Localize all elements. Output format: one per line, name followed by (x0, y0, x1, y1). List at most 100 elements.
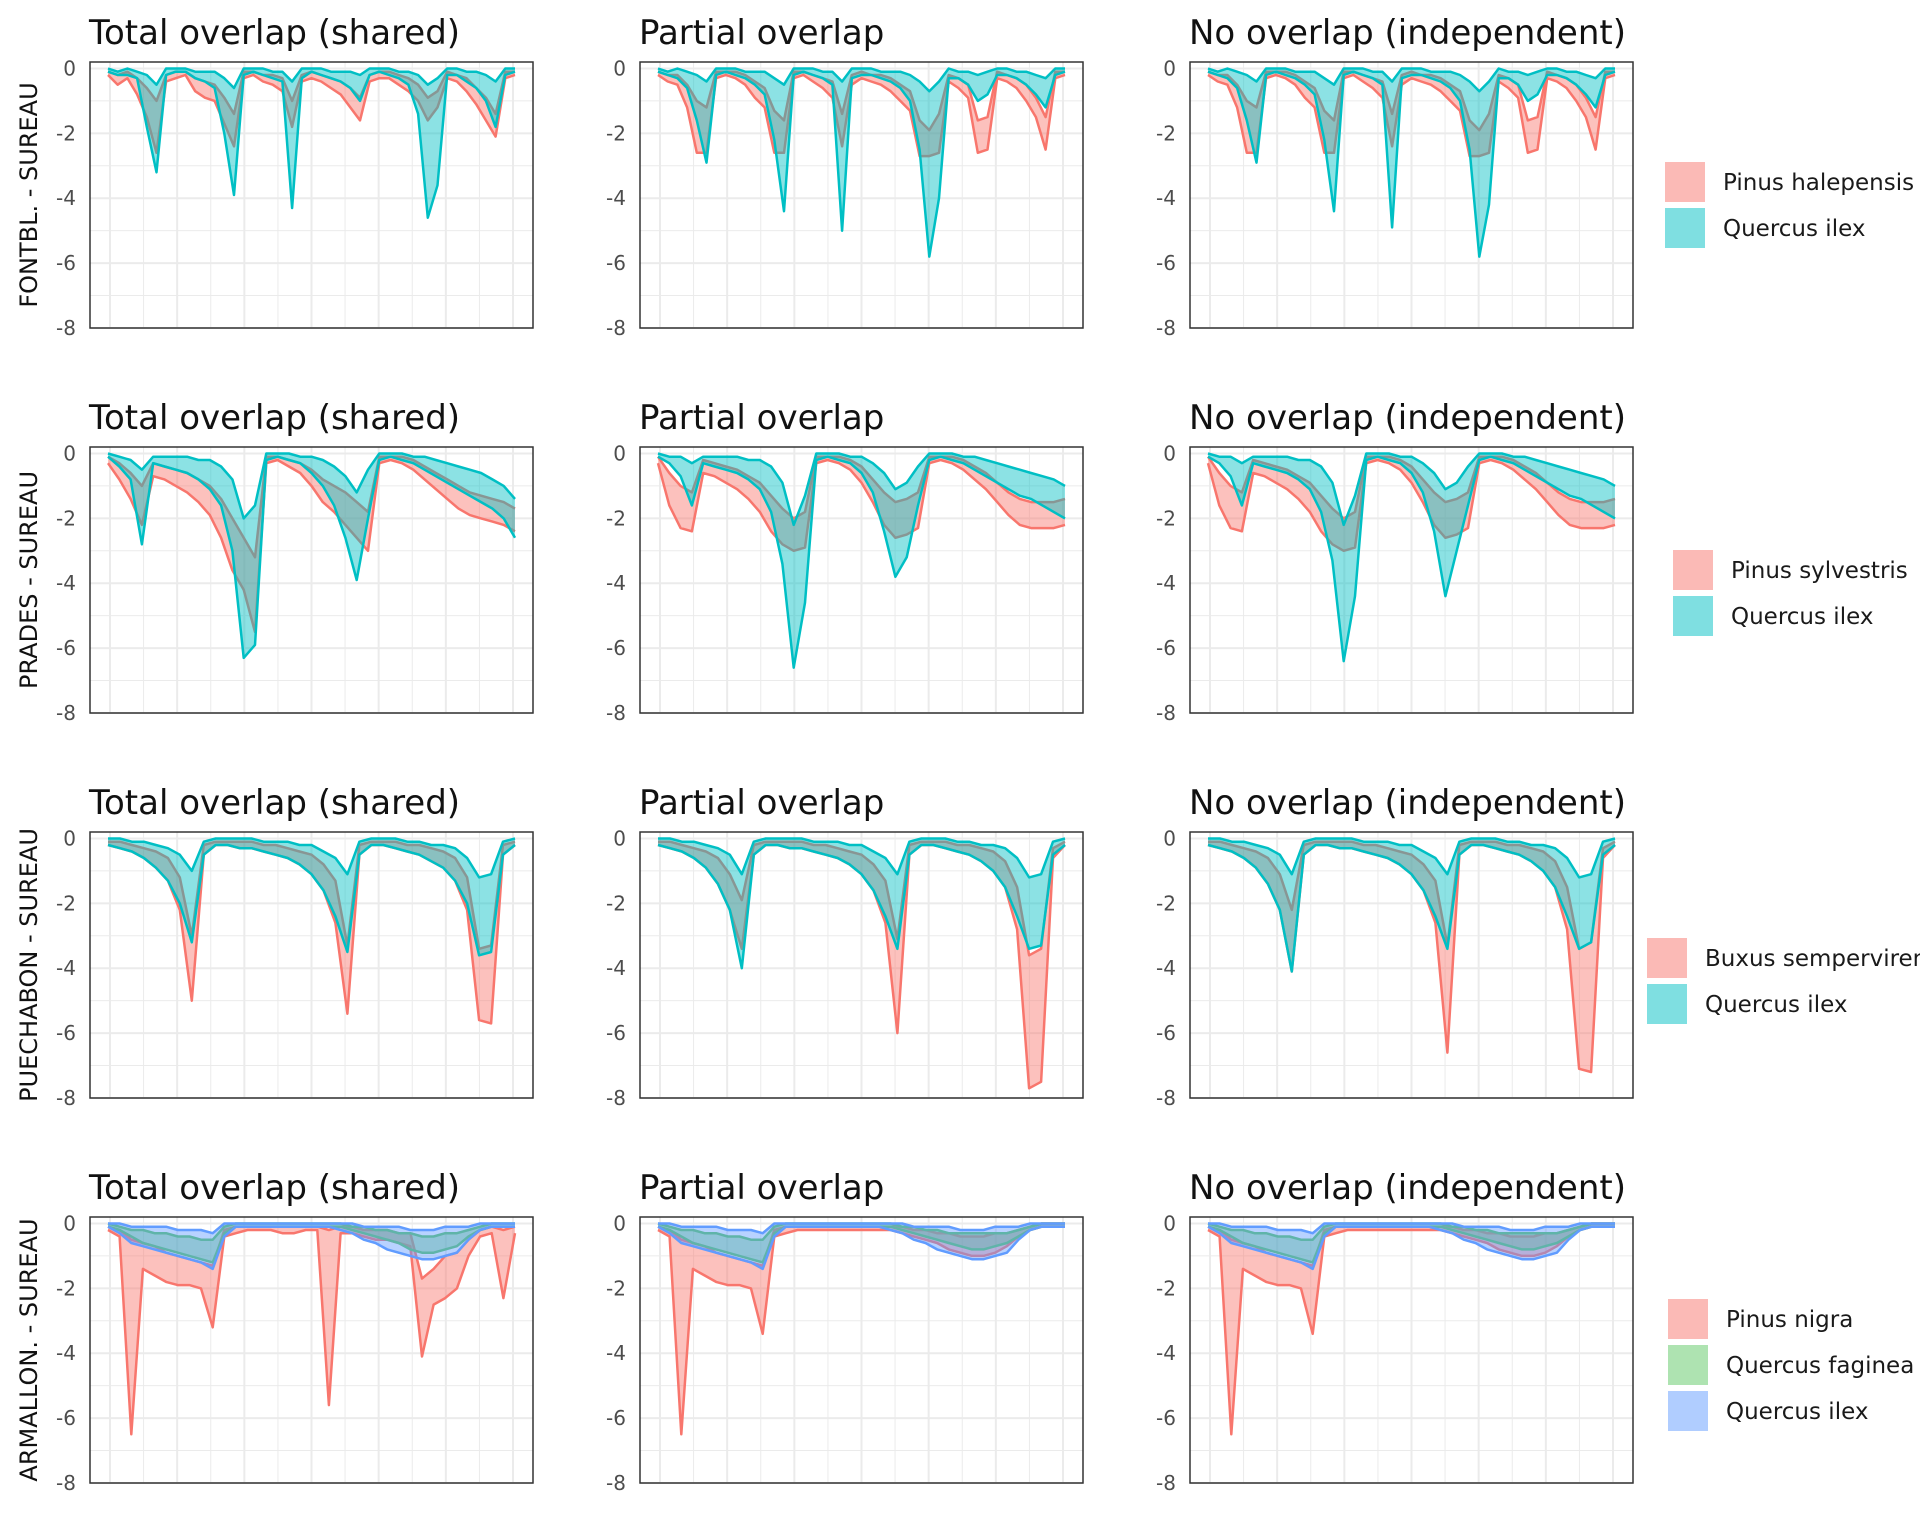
panel-border (639, 446, 1084, 714)
panel: Total overlap (shared) 0 -2 -4 -6 -8 (56, 783, 534, 1110)
series-line (108, 1222, 515, 1235)
series-line (658, 840, 1066, 957)
panel-title: No overlap (independent) (1189, 13, 1626, 53)
series-line (107, 452, 516, 520)
y-tick-label: -2 (606, 891, 626, 915)
y-tick-label: -4 (1156, 186, 1176, 210)
panel-title: No overlap (independent) (1189, 398, 1626, 438)
series-line (1206, 458, 1616, 553)
y-tick-label: -2 (56, 1276, 76, 1300)
series-line (1207, 1225, 1615, 1436)
series-layer (657, 67, 1066, 258)
panel-border (89, 61, 534, 329)
legend-label: Buxus sempervirens (1705, 946, 1920, 972)
y-tick-label: -6 (606, 636, 626, 660)
legend-label: Pinus halepensis (1723, 170, 1914, 196)
series-band (108, 1223, 515, 1263)
y-tick-label: -8 (1156, 1471, 1176, 1495)
y-tick-label: -8 (606, 1471, 626, 1495)
series-line (107, 843, 516, 957)
panel-title: No overlap (independent) (1189, 783, 1626, 823)
y-tick-label: 0 (613, 1211, 626, 1235)
legend: Pinus halepensis Quercus ilex (1665, 162, 1914, 248)
series-band (658, 453, 1065, 668)
series-band (658, 1223, 1065, 1435)
series-line (1207, 73, 1616, 158)
panel-border (639, 61, 1084, 329)
panel: No overlap (independent) 0 -2 -4 -6 -8 (1156, 1168, 1634, 1495)
y-tick-label: -4 (606, 186, 626, 210)
panel-border (639, 831, 1084, 1099)
y-tick-label: -4 (56, 571, 76, 595)
panel: Partial overlap 0 -2 -4 -6 -8 (606, 1168, 1084, 1495)
legend-key (1668, 1299, 1708, 1339)
series-line (106, 458, 516, 634)
series-line (107, 1225, 515, 1271)
y-tick-label: -2 (56, 891, 76, 915)
y-tick-label: -2 (56, 506, 76, 530)
y-tick-label: -2 (56, 121, 76, 145)
series-band (108, 1226, 515, 1435)
panel-border (89, 1216, 534, 1484)
series-band (1208, 456, 1615, 551)
legend-key (1647, 938, 1687, 978)
series-line (658, 837, 1066, 879)
panel: Total overlap (shared) 0 -2 -4 -6 -8 (56, 1168, 534, 1495)
y-tick-label: -2 (1156, 891, 1176, 915)
series-line (657, 70, 1066, 258)
y-tick-label: -4 (606, 956, 626, 980)
panel-title: No overlap (independent) (1189, 1168, 1626, 1208)
panel: Total overlap (shared) 0 -2 -4 -6 -8 (56, 398, 534, 725)
series-line (1207, 1225, 1615, 1271)
y-tick-label: -4 (56, 956, 76, 980)
panel-title: Total overlap (shared) (88, 783, 460, 823)
series-band (108, 453, 515, 658)
y-tick-label: -6 (1156, 636, 1176, 660)
panel-title: Partial overlap (639, 1168, 884, 1208)
panel: No overlap (independent) 0 -2 -4 -6 -8 (1156, 13, 1634, 340)
legend-key (1673, 550, 1713, 590)
series-layer (107, 67, 516, 219)
series-line (107, 1228, 517, 1436)
series-layer (657, 1222, 1065, 1436)
facet-row-4: ARMALLON. - SUREAU Total overlap (shared)… (15, 1168, 1914, 1495)
y-tick-label: 0 (1163, 56, 1176, 80)
series-line (658, 1222, 1065, 1235)
y-tick-label: -8 (56, 316, 76, 340)
series-line (657, 1225, 1065, 1436)
series-line (657, 452, 1066, 527)
y-tick-label: -6 (56, 251, 76, 275)
series-band (108, 456, 515, 632)
legend-key (1668, 1391, 1708, 1431)
y-tick-label: 0 (613, 826, 626, 850)
panel: Partial overlap 0 -2 -4 -6 -8 (606, 13, 1084, 340)
panel-border (1189, 61, 1634, 329)
series-layer (107, 837, 516, 1025)
y-tick-label: -4 (606, 1341, 626, 1365)
series-line (1207, 843, 1616, 973)
y-tick-label: -2 (606, 506, 626, 530)
y-tick-label: -2 (606, 1276, 626, 1300)
series-line (1208, 840, 1616, 951)
gridlines (1190, 832, 1633, 1099)
series-line (657, 73, 1066, 158)
panel: Total overlap (shared) 0 -2 -4 -6 -8 (56, 13, 534, 340)
y-tick-label: -6 (56, 636, 76, 660)
panel-title: Partial overlap (639, 13, 884, 53)
series-line (657, 1225, 1065, 1271)
series-band (108, 1223, 515, 1269)
legend: Pinus sylvestris Quercus ilex (1673, 550, 1908, 636)
series-band (108, 838, 515, 956)
y-tick-label: -2 (1156, 1276, 1176, 1300)
series-line (108, 840, 516, 951)
panel: No overlap (independent) 0 -2 -4 -6 -8 (1156, 398, 1634, 725)
y-tick-label: -4 (56, 1341, 76, 1365)
panel-title: Total overlap (shared) (88, 1168, 460, 1208)
legend: Pinus nigra Quercus faginea Quercus ilex (1668, 1299, 1914, 1431)
legend-label: Pinus nigra (1726, 1307, 1853, 1333)
series-band (1208, 453, 1615, 662)
y-tick-label: -4 (1156, 1341, 1176, 1365)
series-layer (106, 452, 517, 660)
y-tick-label: -6 (56, 1021, 76, 1045)
y-tick-label: -8 (56, 701, 76, 725)
